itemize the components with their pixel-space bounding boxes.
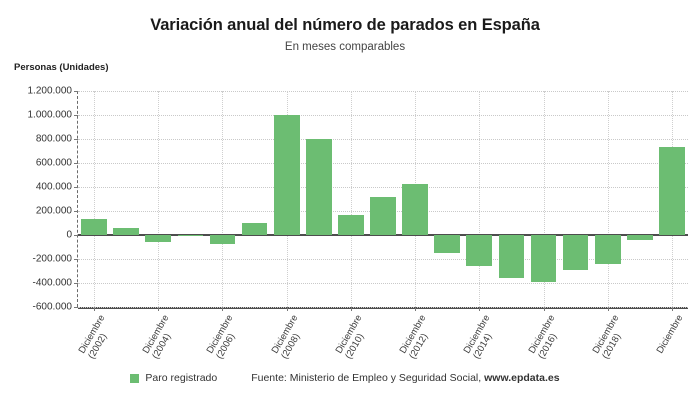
zero-baseline [78, 234, 688, 236]
chart-bar[interactable] [370, 196, 396, 235]
chart-bar[interactable] [305, 139, 332, 235]
x-axis-tickmark [222, 307, 224, 311]
chart-bar[interactable] [81, 219, 107, 235]
y-gridline [78, 139, 688, 140]
x-gridline [479, 91, 481, 307]
chart-bar[interactable] [562, 235, 589, 270]
page-title: Variación anual del número de parados en… [150, 16, 540, 34]
y-axis-line [77, 91, 78, 307]
legend-label: Paro registrado [145, 372, 218, 384]
x-gridline [543, 91, 545, 307]
y-gridline [78, 307, 688, 308]
chart-footer: Paro registrado Fuente: Ministerio de Em… [0, 372, 690, 384]
chart-bar[interactable] [402, 184, 428, 235]
chart-bar[interactable] [338, 215, 364, 235]
y-axis-tick-label: 1.000.000 [27, 109, 73, 121]
x-axis-tickmark [671, 307, 673, 311]
chart-bar[interactable] [466, 235, 493, 266]
x-axis-tick-label: Diciembre (2004) [140, 313, 174, 362]
y-axis-tick-label: -400.000 [32, 277, 72, 289]
y-axis-tickmark [74, 235, 78, 236]
y-gridline [78, 187, 688, 188]
chart-bar[interactable] [594, 235, 621, 264]
y-axis-tick-label: -600.000 [32, 301, 72, 313]
x-gridline [607, 91, 609, 307]
x-axis-tickmark [286, 307, 288, 311]
y-axis-tick-label: 0 [66, 229, 72, 241]
chart-bar[interactable] [209, 235, 236, 244]
y-gridline [78, 91, 688, 92]
x-gridline [350, 91, 352, 307]
y-axis-tick-label: 1.200.000 [27, 85, 73, 97]
x-axis-tick-label: Diciembre (2012) [397, 313, 431, 362]
y-axis-tickmark [74, 163, 78, 164]
chart-bar[interactable] [627, 235, 653, 240]
chart-bar[interactable] [659, 147, 685, 235]
y-axis-tickmark [74, 115, 78, 116]
chart-subtitle: En meses comparables [284, 41, 406, 53]
legend-swatch-icon [130, 373, 140, 383]
chart-bar[interactable] [273, 115, 300, 235]
y-axis-label: Personas (Unidades) [14, 62, 109, 73]
y-axis-tickmark [74, 283, 78, 284]
x-axis-tick-label: Diciembre (2006) [205, 313, 238, 362]
x-axis-tickmark [607, 307, 609, 311]
y-axis-tickmark [74, 187, 78, 188]
x-axis-tick-label: Diciembre (2014) [461, 313, 495, 362]
x-axis-tick-label: Diciembre (2008) [269, 313, 303, 362]
source-note: Fuente: Ministerio de Empleo y Seguridad… [251, 372, 559, 384]
chart-bar[interactable] [145, 235, 172, 243]
y-axis-tick-label: 600.000 [35, 157, 72, 169]
chart-bar[interactable] [498, 235, 525, 278]
chart-bar[interactable] [241, 223, 268, 235]
y-gridline [78, 259, 688, 260]
x-axis-tickmark [158, 307, 160, 311]
y-axis-tickmark [74, 211, 78, 212]
y-axis-tickmark [74, 139, 78, 140]
source-prefix: Fuente: Ministerio de Empleo y Seguridad… [251, 372, 482, 384]
plot-area: 1.200.000 1.000.000 800.000 600.000 400.000 2… [28, 86, 688, 361]
y-axis-tick-label: 800.000 [35, 133, 72, 145]
x-axis-tick-label: Diciembre (2002) [76, 313, 110, 362]
chart-bar[interactable] [530, 235, 557, 282]
x-axis-tick-label: Diciembre (2016) [526, 313, 559, 362]
x-axis-tickmark [350, 307, 352, 311]
y-axis-tickmark [74, 307, 78, 308]
x-axis-tick-label: Diciembre [654, 313, 686, 356]
x-axis-tickmark [415, 307, 417, 311]
x-axis-tickmark [94, 307, 96, 311]
y-gridline [78, 283, 688, 284]
chart-bar[interactable] [177, 235, 204, 236]
y-axis-tick-label: -200.000 [32, 253, 72, 265]
x-gridline [94, 91, 96, 307]
source-website-link[interactable]: www.epdata.es [484, 372, 560, 384]
y-gridline [78, 115, 688, 116]
y-axis-tickmark [74, 259, 78, 260]
x-axis-tick-label: Diciembre (2018) [590, 313, 624, 362]
y-gridline [78, 163, 688, 164]
chart-bar[interactable] [113, 228, 139, 235]
chart-bar[interactable] [434, 235, 461, 253]
x-gridline [222, 91, 224, 307]
x-axis-tick-label: Diciembre (2010) [333, 313, 367, 362]
y-axis-tickmark [74, 91, 78, 92]
legend-item-paro-registrado[interactable]: Paro registrado [130, 372, 217, 384]
x-gridline [158, 91, 160, 307]
x-axis-tickmark [543, 307, 545, 311]
y-axis-tick-label: 400.000 [35, 181, 72, 193]
x-axis-tickmark [479, 307, 481, 311]
y-axis-tick-label: 200.000 [35, 205, 72, 217]
